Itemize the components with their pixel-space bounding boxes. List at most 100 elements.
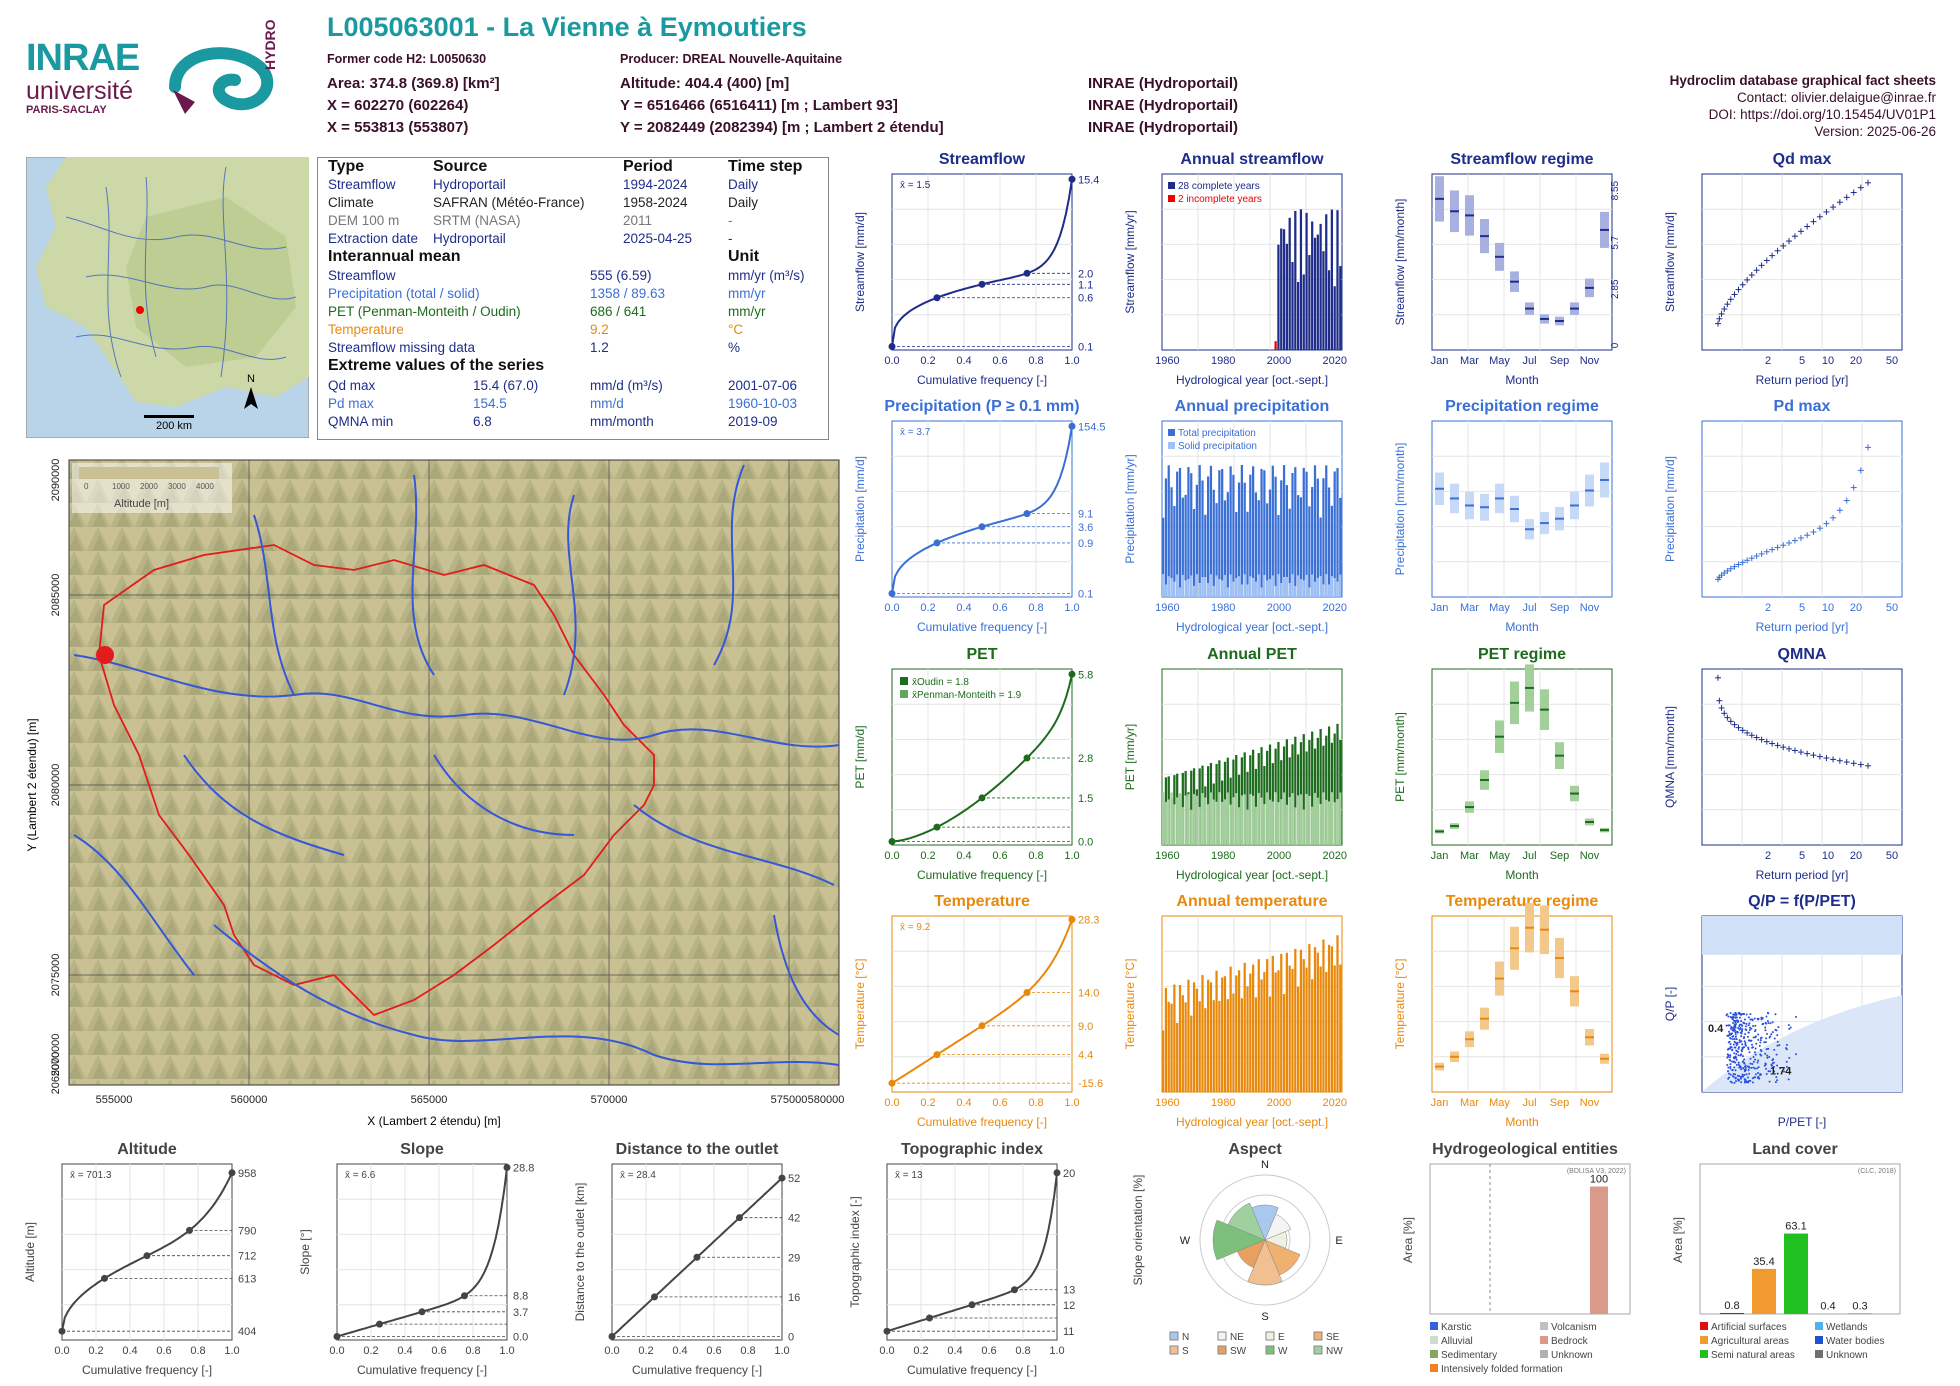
annual-bar [1223,500,1227,597]
legend-tick: 0 [84,482,89,491]
chart-title: Temperature regime [1446,893,1599,910]
plot-frame [1431,915,1613,1093]
annual-bar-secondary [1212,585,1215,597]
y-axis-label: Precipitation [mm/d] [1663,456,1677,562]
qp-point [1729,1016,1732,1019]
annual-bar-secondary [1336,581,1339,597]
qp-point [1785,1060,1788,1063]
annual-bar-secondary [1252,577,1255,597]
annual-bar [1291,472,1294,597]
scatter-point [1836,757,1843,764]
qp-point [1765,1067,1768,1070]
legend-label: Unknown [1826,1350,1868,1361]
annual-bar-secondary [1190,809,1193,845]
legend-swatch [900,690,908,698]
qp-point [1759,1073,1762,1076]
qp-point [1776,1040,1779,1043]
overview-map: 200 km N [26,157,309,438]
right-tick: 12 [1063,1300,1075,1312]
right-tick: 0.1 [1078,341,1093,353]
qp-point [1755,1042,1758,1045]
qp-point [1733,1046,1736,1049]
right-tick: 712 [238,1251,256,1263]
qp-point [1789,1026,1792,1029]
annual-bar [1316,737,1319,845]
annual-bar [1249,973,1252,1092]
annual-bar-secondary [1192,585,1196,597]
qp-point [1743,1078,1746,1081]
extreme-value: 15.4 (67.0) [473,378,539,393]
row-period: 1994-2024 [623,177,688,192]
plot-frame [1701,668,1903,846]
annual-bar-secondary [1288,582,1291,597]
legend-label: Agricultural areas [1711,1336,1789,1347]
x-tick: 2000 [1267,602,1291,614]
annual-bar [1302,274,1305,350]
y-axis-label: PET [mm/d] [853,725,867,788]
scatter-point [1843,194,1850,201]
mean-label: x̄ = 13 [895,1170,923,1181]
qp-point [1729,1037,1732,1040]
annual-bar-secondary [1209,574,1213,597]
qp-point [1776,1044,1779,1047]
qp-point [1732,1013,1735,1016]
source-3: INRAE (Hydroportail) [1088,119,1238,136]
right-tick: -15.6 [1078,1078,1103,1090]
map-ytick: 2075000 [50,954,62,997]
scatter-point [1715,674,1721,681]
qp-point [1765,1032,1768,1035]
legend-label: Karstic [1441,1322,1472,1333]
qp-point [1734,1056,1737,1059]
annual-bar-secondary [1254,581,1258,597]
meta-contact[interactable]: Contact: olivier.delaigue@inrae.fr [1736,90,1936,105]
scatter-point [1724,714,1731,721]
right-tick: 613 [238,1273,256,1285]
page-title: L005063001 - La Vienne à Eymoutiers [327,12,807,42]
meta-doi[interactable]: DOI: https://doi.org/10.15454/UV01P1 [1708,107,1936,122]
value-label: 100 [1590,1174,1608,1186]
chart-title: Topographic index [901,1141,1043,1158]
annual-bar [1167,1001,1170,1092]
annual-bar [1237,482,1241,597]
annual-bar [1339,739,1342,845]
qp-point [1764,1041,1767,1044]
annual-bar-secondary [1325,799,1328,845]
right-tick: 0.1 [1078,588,1093,600]
x-tick: 0.4 [956,1097,971,1109]
row-type: Extraction date [328,231,419,246]
chart-title: Precipitation (P ≥ 0.1 mm) [884,398,1079,415]
qp-point [1748,1066,1751,1069]
x-tick: 1.0 [1064,602,1079,614]
annual-bar [1257,959,1260,1092]
annual-bar-secondary [1170,577,1173,597]
annual-bar-secondary [1246,809,1249,845]
legend-label: Artificial surfaces [1711,1322,1787,1333]
qp-point [1739,1077,1742,1080]
annual-bar-secondary [1190,575,1193,597]
qp-point [1745,1080,1748,1083]
annual-bar [1195,484,1198,597]
annual-bar [1299,209,1303,350]
annual-bar [1201,480,1204,597]
map-xtick: 570000 [591,1094,628,1106]
compass-label: W [1180,1235,1191,1247]
qp-point [1749,1057,1752,1060]
legend-label: Wetlands [1826,1322,1868,1333]
qp-point [1765,1015,1768,1018]
annual-bar [1280,228,1283,350]
altitude-chart: Altitude Cumulative frequency [-] Altitude… [23,1141,256,1377]
catchment-map: 0 1000 2000 3000 4000 Altitude [m] 55500… [25,459,844,1128]
qp-point [1754,1035,1757,1038]
extreme-unit: mm/month [590,414,654,429]
annual-bar [1198,465,1201,597]
qp-point [1747,1039,1750,1042]
row-type: DEM 100 m [328,213,400,228]
x-axis-label: Cumulative frequency [-] [917,1115,1047,1129]
qp-point [1750,1027,1753,1030]
annual-bar-secondary [1207,582,1210,597]
annual-bar [1176,1022,1179,1092]
qp-point [1744,1028,1747,1031]
annual-bar-secondary [1201,793,1204,845]
annual-bar [1291,262,1294,350]
annual-bar [1240,998,1243,1092]
